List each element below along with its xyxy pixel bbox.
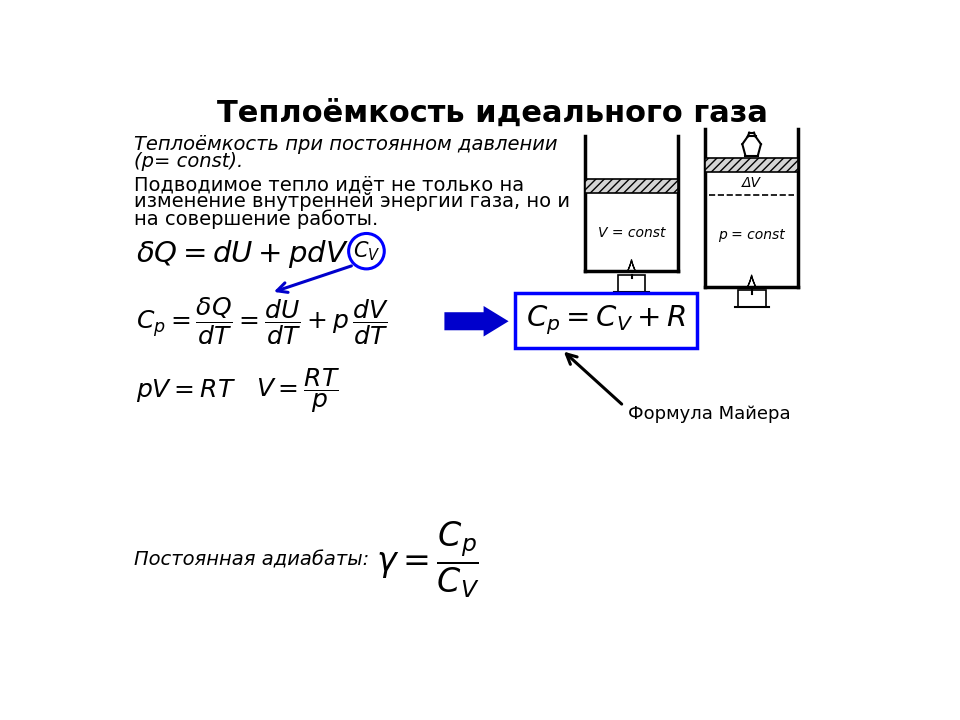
Text: $V = \dfrac{RT}{p}$: $V = \dfrac{RT}{p}$ bbox=[255, 366, 340, 415]
Text: $C_V$: $C_V$ bbox=[352, 239, 380, 263]
Text: V = const: V = const bbox=[598, 227, 665, 240]
Bar bbox=[617, 275, 645, 292]
Text: $C_p = \dfrac{\delta Q}{dT} = \dfrac{dU}{dT} + p\,\dfrac{dV}{dT}$: $C_p = \dfrac{\delta Q}{dT} = \dfrac{dU}… bbox=[135, 295, 389, 347]
FancyArrowPatch shape bbox=[444, 306, 509, 336]
Text: Постоянная адиабаты:: Постоянная адиабаты: bbox=[134, 551, 370, 570]
Text: $C_p = C_V + R$: $C_p = C_V + R$ bbox=[526, 304, 686, 337]
Polygon shape bbox=[748, 275, 756, 287]
Bar bbox=[516, 293, 697, 348]
Text: Подводимое тепло идёт не только на: Подводимое тепло идёт не только на bbox=[134, 176, 524, 194]
Text: Формула Майера: Формула Майера bbox=[628, 405, 790, 423]
Text: ΔV: ΔV bbox=[742, 176, 761, 190]
Text: изменение внутренней энергии газа, но и: изменение внутренней энергии газа, но и bbox=[134, 192, 570, 212]
Text: на совершение работы.: на совершение работы. bbox=[134, 209, 378, 229]
Bar bbox=[737, 290, 765, 307]
Text: $\gamma = \dfrac{C_p}{C_V}$: $\gamma = \dfrac{C_p}{C_V}$ bbox=[375, 520, 479, 600]
Bar bbox=[585, 179, 678, 193]
Text: (р= const).: (р= const). bbox=[134, 152, 243, 171]
Text: $\delta Q = dU + pdV$: $\delta Q = dU + pdV$ bbox=[135, 238, 348, 270]
Text: Теплоёмкость при постоянном давлении: Теплоёмкость при постоянном давлении bbox=[134, 135, 558, 153]
Polygon shape bbox=[628, 260, 636, 271]
Text: Теплоёмкость идеального газа: Теплоёмкость идеального газа bbox=[217, 99, 767, 128]
Bar bbox=[706, 158, 798, 172]
Text: $pV = RT$: $pV = RT$ bbox=[135, 377, 235, 404]
Text: p = const: p = const bbox=[718, 228, 785, 241]
